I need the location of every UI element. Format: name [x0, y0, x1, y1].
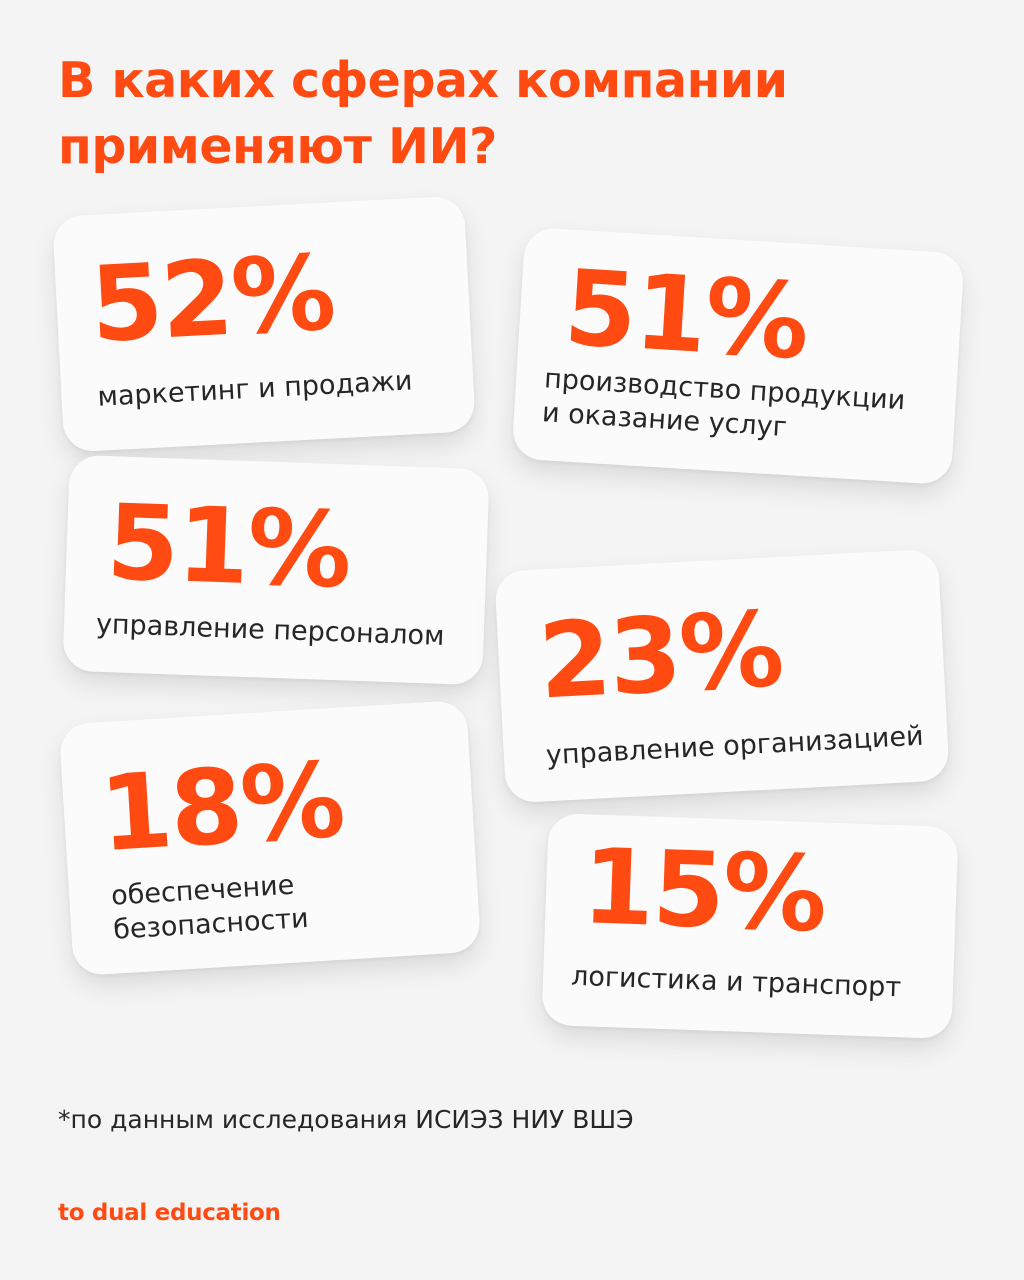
stat-card-production: 51% производство продукции и оказание ус… — [511, 226, 965, 486]
stat-card-management: 23% управление организацией — [494, 548, 950, 804]
stat-label: обеспечение безопасности — [110, 869, 310, 946]
stat-percent: 15% — [580, 825, 828, 956]
brand-logo-text: to dual education — [58, 1200, 281, 1226]
stat-label: управление организацией — [545, 720, 925, 772]
stat-percent: 51% — [560, 246, 811, 384]
stat-label: логистика и транспорт — [570, 960, 902, 1004]
stat-card-logistics: 15% логистика и транспорт — [541, 812, 959, 1040]
page-title: В каких сферах компании применяют ИИ? — [58, 52, 788, 175]
stat-label: управление персоналом — [95, 608, 445, 652]
stat-label: маркетинг и продажи — [96, 365, 414, 413]
stat-card-hr: 51% управление персоналом — [62, 454, 490, 686]
stat-percent: 23% — [535, 587, 785, 723]
stat-card-marketing: 52% маркетинг и продажи — [52, 195, 476, 453]
stat-percent: 51% — [104, 481, 352, 612]
source-footnote: *по данным исследования ИСИЭЗ НИУ ВШЭ — [58, 1105, 634, 1134]
stat-label: производство продукции и оказание услуг — [541, 363, 907, 444]
stat-card-security: 18% обеспечение безопасности — [58, 699, 482, 977]
stat-percent: 18% — [96, 738, 347, 876]
stat-percent: 52% — [87, 231, 337, 366]
